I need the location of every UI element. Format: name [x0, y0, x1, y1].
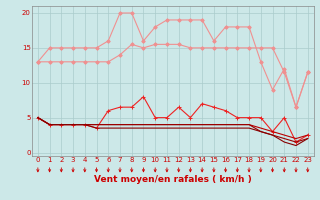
X-axis label: Vent moyen/en rafales ( km/h ): Vent moyen/en rafales ( km/h )	[94, 174, 252, 184]
